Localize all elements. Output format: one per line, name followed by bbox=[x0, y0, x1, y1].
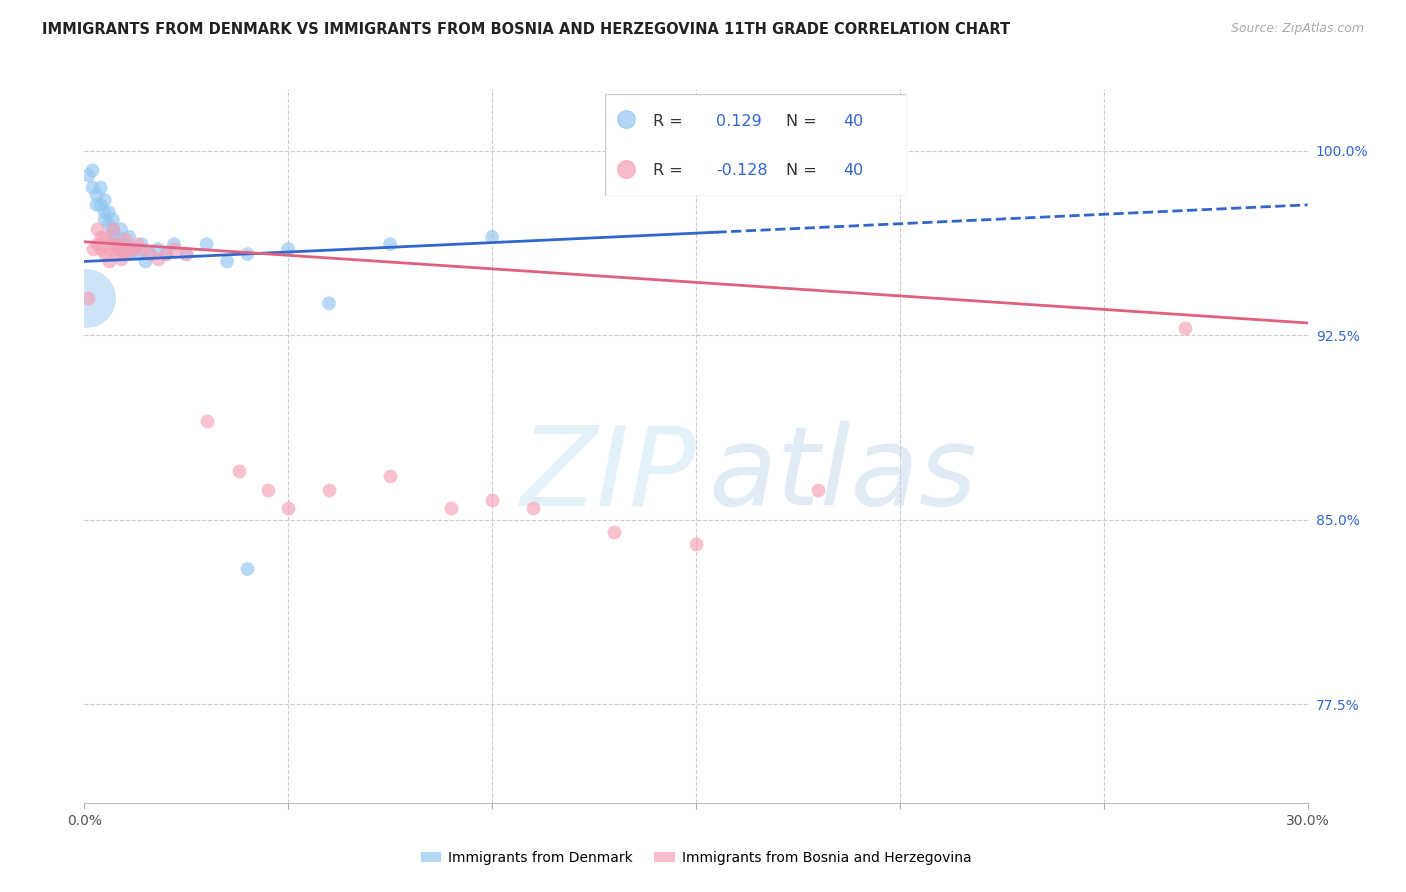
Point bbox=[135, 254, 157, 268]
Point bbox=[105, 230, 128, 244]
Point bbox=[101, 230, 124, 244]
Point bbox=[195, 237, 218, 252]
Point bbox=[217, 254, 239, 268]
Point bbox=[90, 180, 112, 194]
Text: IMMIGRANTS FROM DENMARK VS IMMIGRANTS FROM BOSNIA AND HERZEGOVINA 11TH GRADE COR: IMMIGRANTS FROM DENMARK VS IMMIGRANTS FR… bbox=[42, 22, 1011, 37]
Point bbox=[228, 464, 250, 478]
Text: N =: N = bbox=[786, 163, 817, 178]
Point bbox=[118, 247, 141, 261]
Point bbox=[93, 212, 117, 227]
Text: atlas: atlas bbox=[709, 421, 977, 528]
Point bbox=[522, 500, 544, 515]
Point bbox=[93, 230, 117, 244]
Text: 40: 40 bbox=[844, 163, 863, 178]
Point bbox=[77, 291, 100, 305]
Point bbox=[155, 247, 177, 261]
Text: R =: R = bbox=[652, 114, 683, 128]
Point bbox=[131, 237, 153, 252]
Point bbox=[138, 247, 160, 261]
Point bbox=[114, 232, 136, 246]
Point bbox=[131, 242, 153, 256]
Point bbox=[110, 242, 132, 256]
Point bbox=[127, 237, 149, 252]
Point bbox=[163, 237, 186, 252]
Text: -0.128: -0.128 bbox=[717, 163, 768, 178]
Point bbox=[90, 242, 112, 256]
Point bbox=[86, 198, 108, 212]
Point bbox=[114, 237, 136, 252]
Point bbox=[127, 247, 149, 261]
Point bbox=[82, 180, 104, 194]
Point bbox=[114, 247, 136, 261]
Point bbox=[86, 237, 108, 252]
Point bbox=[101, 237, 124, 252]
Point bbox=[110, 222, 132, 236]
Point bbox=[176, 247, 198, 261]
Point bbox=[86, 222, 108, 236]
Point bbox=[481, 230, 503, 244]
Point bbox=[93, 247, 117, 261]
Point bbox=[318, 483, 340, 498]
Text: R =: R = bbox=[652, 163, 683, 178]
Point bbox=[101, 212, 124, 227]
Point bbox=[110, 242, 132, 256]
Point bbox=[97, 205, 120, 219]
Point bbox=[318, 296, 340, 310]
Point bbox=[97, 254, 120, 268]
Text: 40: 40 bbox=[844, 114, 863, 128]
Point bbox=[90, 230, 112, 244]
Point bbox=[603, 525, 626, 540]
Point bbox=[118, 230, 141, 244]
Point bbox=[122, 242, 145, 256]
Point bbox=[86, 188, 108, 202]
Point bbox=[807, 483, 830, 498]
FancyBboxPatch shape bbox=[605, 94, 907, 196]
Point bbox=[380, 468, 402, 483]
Point bbox=[1174, 321, 1197, 335]
Point bbox=[97, 218, 120, 232]
Point bbox=[685, 537, 707, 551]
Point bbox=[101, 222, 124, 236]
Point bbox=[75, 291, 97, 305]
Text: ZIP: ZIP bbox=[520, 421, 696, 528]
Point bbox=[481, 493, 503, 508]
Point bbox=[277, 242, 299, 256]
Point bbox=[257, 483, 280, 498]
Point bbox=[110, 252, 132, 266]
Point bbox=[93, 193, 117, 207]
Point bbox=[101, 222, 124, 236]
Point bbox=[105, 242, 128, 256]
Point bbox=[90, 198, 112, 212]
Point bbox=[146, 252, 169, 266]
Point bbox=[163, 242, 186, 256]
Point bbox=[236, 562, 259, 576]
Legend: Immigrants from Denmark, Immigrants from Bosnia and Herzegovina: Immigrants from Denmark, Immigrants from… bbox=[415, 846, 977, 871]
Point bbox=[105, 247, 128, 261]
Text: N =: N = bbox=[786, 114, 817, 128]
Point bbox=[440, 500, 463, 515]
Text: 0.129: 0.129 bbox=[717, 114, 762, 128]
Point bbox=[277, 500, 299, 515]
Point bbox=[105, 237, 128, 252]
Point bbox=[93, 205, 117, 219]
Point bbox=[97, 242, 120, 256]
Point bbox=[138, 247, 160, 261]
Point bbox=[118, 242, 141, 256]
Point bbox=[77, 169, 100, 183]
Text: Source: ZipAtlas.com: Source: ZipAtlas.com bbox=[1230, 22, 1364, 36]
Point bbox=[176, 247, 198, 261]
Point bbox=[195, 414, 218, 428]
Point bbox=[614, 161, 637, 176]
Point bbox=[155, 247, 177, 261]
Point bbox=[82, 242, 104, 256]
Point bbox=[122, 242, 145, 256]
Point bbox=[146, 242, 169, 256]
Point bbox=[380, 237, 402, 252]
Point bbox=[236, 247, 259, 261]
Point bbox=[114, 247, 136, 261]
Point bbox=[614, 112, 637, 127]
Point bbox=[82, 163, 104, 178]
